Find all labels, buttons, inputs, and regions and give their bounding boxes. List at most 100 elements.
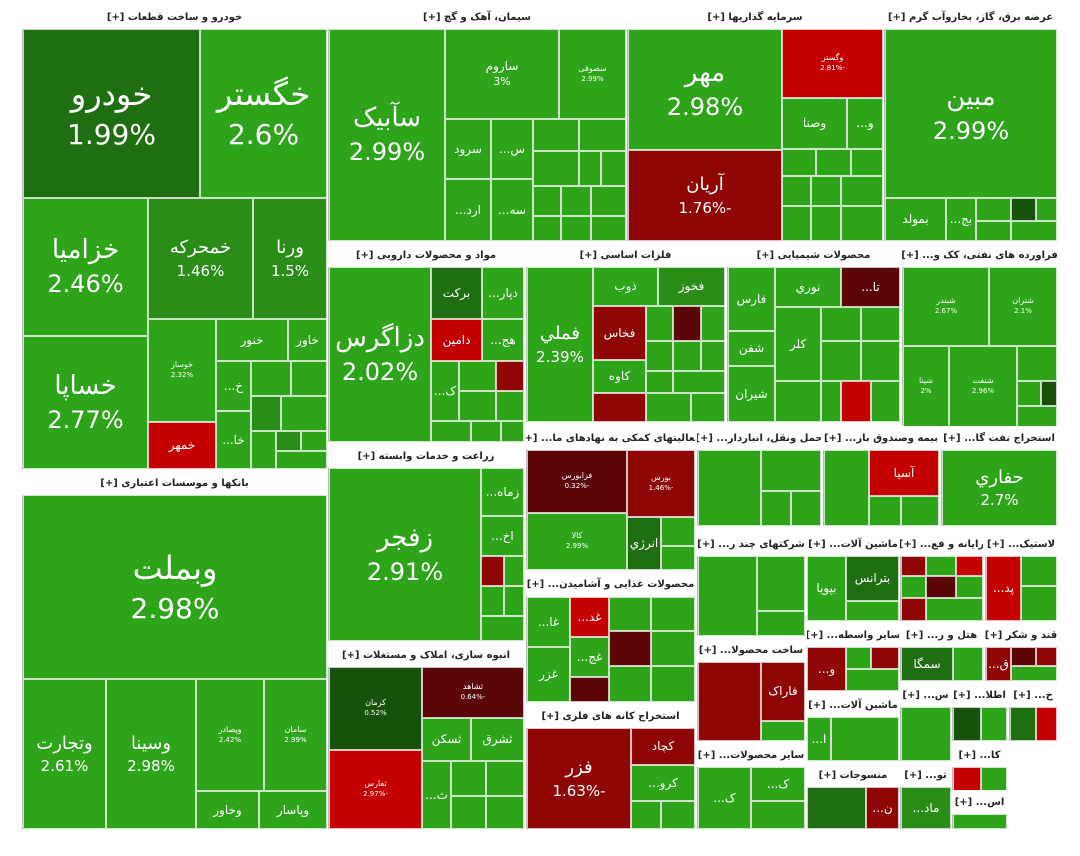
tile[interactable]: [901, 496, 939, 526]
sector-header[interactable]: سیمان، آهک و گچ [+]: [328, 5, 626, 29]
sector-header[interactable]: ساخت محصولا... [+]: [697, 638, 805, 662]
stock-tile[interactable]: ک...: [751, 767, 805, 801]
tile[interactable]: [851, 149, 883, 176]
sector-header[interactable]: سرمایه گذاریها [+]: [627, 5, 883, 29]
sector-header[interactable]: فلزات اساسی [+]: [526, 243, 725, 267]
stock-tile[interactable]: فخوز: [658, 267, 725, 306]
tile[interactable]: [782, 149, 816, 176]
sector-header[interactable]: اس... [+]: [952, 790, 1007, 814]
tile[interactable]: [1017, 381, 1041, 406]
tile[interactable]: [1011, 198, 1036, 221]
tile[interactable]: [751, 801, 805, 829]
tile[interactable]: [698, 556, 757, 636]
tile[interactable]: [501, 421, 524, 442]
tile[interactable]: [651, 597, 695, 631]
tile[interactable]: [761, 450, 821, 491]
tile[interactable]: [646, 371, 673, 393]
tile[interactable]: [698, 662, 761, 741]
stock-tile[interactable]: ک...: [431, 361, 459, 421]
stock-tile[interactable]: دامین: [431, 319, 482, 361]
sector-header[interactable]: محصولات غذایی و آشامیدن... [+]: [526, 572, 695, 596]
tile[interactable]: [811, 206, 841, 241]
stock-tile[interactable]: و...: [847, 98, 883, 149]
stock-tile[interactable]: غا...: [527, 597, 570, 647]
tile[interactable]: [811, 176, 841, 206]
tile[interactable]: [459, 361, 496, 391]
stock-tile[interactable]: وخاور: [196, 791, 259, 829]
stock-tile[interactable]: کچاد: [631, 728, 695, 765]
tile[interactable]: [1021, 586, 1057, 621]
tile[interactable]: [646, 341, 673, 371]
stock-tile[interactable]: ثفارس -2.97%: [329, 750, 422, 829]
tile[interactable]: [701, 306, 725, 341]
stock-tile[interactable]: ثسکن: [422, 718, 471, 761]
tile[interactable]: [570, 677, 609, 702]
tile[interactable]: [757, 611, 805, 636]
sector-header[interactable]: زراعت و خدمات وابسته [+]: [328, 444, 524, 468]
stock-tile[interactable]: ساروم 3%: [445, 29, 559, 119]
tile[interactable]: [761, 491, 791, 526]
tile[interactable]: [953, 814, 1007, 829]
stock-tile[interactable]: فاراک: [761, 662, 805, 721]
tile[interactable]: [1041, 381, 1057, 406]
tile[interactable]: [1010, 707, 1036, 741]
stock-tile[interactable]: غج...: [570, 637, 609, 677]
stock-tile[interactable]: زماه...: [481, 468, 524, 516]
stock-tile[interactable]: ق...: [986, 647, 1011, 681]
stock-tile[interactable]: پد...: [986, 556, 1021, 621]
tile[interactable]: [251, 361, 291, 396]
tile[interactable]: [691, 393, 725, 422]
tile[interactable]: [821, 381, 841, 422]
sector-header[interactable]: خ... [+]: [1009, 683, 1057, 707]
stock-tile[interactable]: فارس: [728, 267, 775, 331]
tile[interactable]: [1036, 198, 1057, 221]
stock-tile[interactable]: ورنا 1.5%: [253, 198, 327, 319]
tile[interactable]: [251, 431, 276, 469]
tile[interactable]: [533, 216, 561, 241]
tile[interactable]: [976, 221, 1011, 241]
tile[interactable]: [901, 576, 926, 598]
tile[interactable]: [431, 421, 471, 442]
tile[interactable]: [1011, 647, 1036, 666]
tile[interactable]: [901, 707, 951, 761]
sector-header[interactable]: هتل و ر... [+]: [900, 623, 983, 647]
tile[interactable]: [451, 796, 486, 829]
tile[interactable]: [956, 556, 983, 576]
stock-tile[interactable]: غزر: [527, 647, 570, 702]
stock-tile[interactable]: ثشرق: [471, 718, 524, 761]
stock-tile[interactable]: دزاگرس 2.02%: [329, 267, 431, 442]
tile[interactable]: [481, 616, 524, 641]
sector-header[interactable]: تو... [+]: [900, 763, 951, 787]
tile[interactable]: [301, 431, 327, 451]
tile[interactable]: [816, 149, 851, 176]
sector-header[interactable]: ماشین آلات... [+]: [807, 532, 899, 556]
tile[interactable]: [661, 801, 695, 829]
stock-tile[interactable]: شپنا 2%: [903, 346, 949, 427]
tile[interactable]: [251, 396, 281, 431]
sector-header[interactable]: شرکتهای چند ر... [+]: [697, 532, 805, 556]
tile[interactable]: [775, 381, 821, 422]
tile[interactable]: [533, 151, 579, 186]
tile[interactable]: [926, 556, 956, 576]
tile[interactable]: [1021, 556, 1057, 586]
tile[interactable]: [901, 598, 926, 621]
sector-header[interactable]: حمل ونقل، انباردار... [+]: [697, 426, 821, 450]
stock-tile[interactable]: بورس -1.46%: [627, 450, 695, 517]
stock-tile[interactable]: نوري: [775, 267, 841, 307]
sector-header[interactable]: استخراج کانه های فلزی [+]: [526, 704, 695, 728]
tile[interactable]: [981, 707, 1007, 741]
tile[interactable]: [701, 341, 725, 371]
stock-tile[interactable]: کاوه: [593, 360, 646, 393]
stock-tile[interactable]: فرابورس -0.32%: [527, 450, 627, 513]
tile[interactable]: [953, 707, 981, 741]
sector-header[interactable]: عرضه برق، گاز، بخاروآب گرم [+]: [884, 5, 1057, 29]
sector-header[interactable]: قند و شکر [+]: [985, 623, 1057, 647]
tile[interactable]: [1017, 346, 1057, 381]
stock-tile[interactable]: کالا 2.99%: [527, 513, 627, 570]
sector-header[interactable]: استخراج نفت گا... [+]: [941, 426, 1057, 450]
stock-tile[interactable]: بترانس: [846, 556, 899, 601]
sector-header[interactable]: بیمه وصندوق باز... [+]: [823, 426, 939, 450]
tile[interactable]: [841, 206, 883, 241]
stock-tile[interactable]: فخاس: [593, 306, 646, 360]
stock-tile[interactable]: ماد...: [901, 787, 951, 829]
